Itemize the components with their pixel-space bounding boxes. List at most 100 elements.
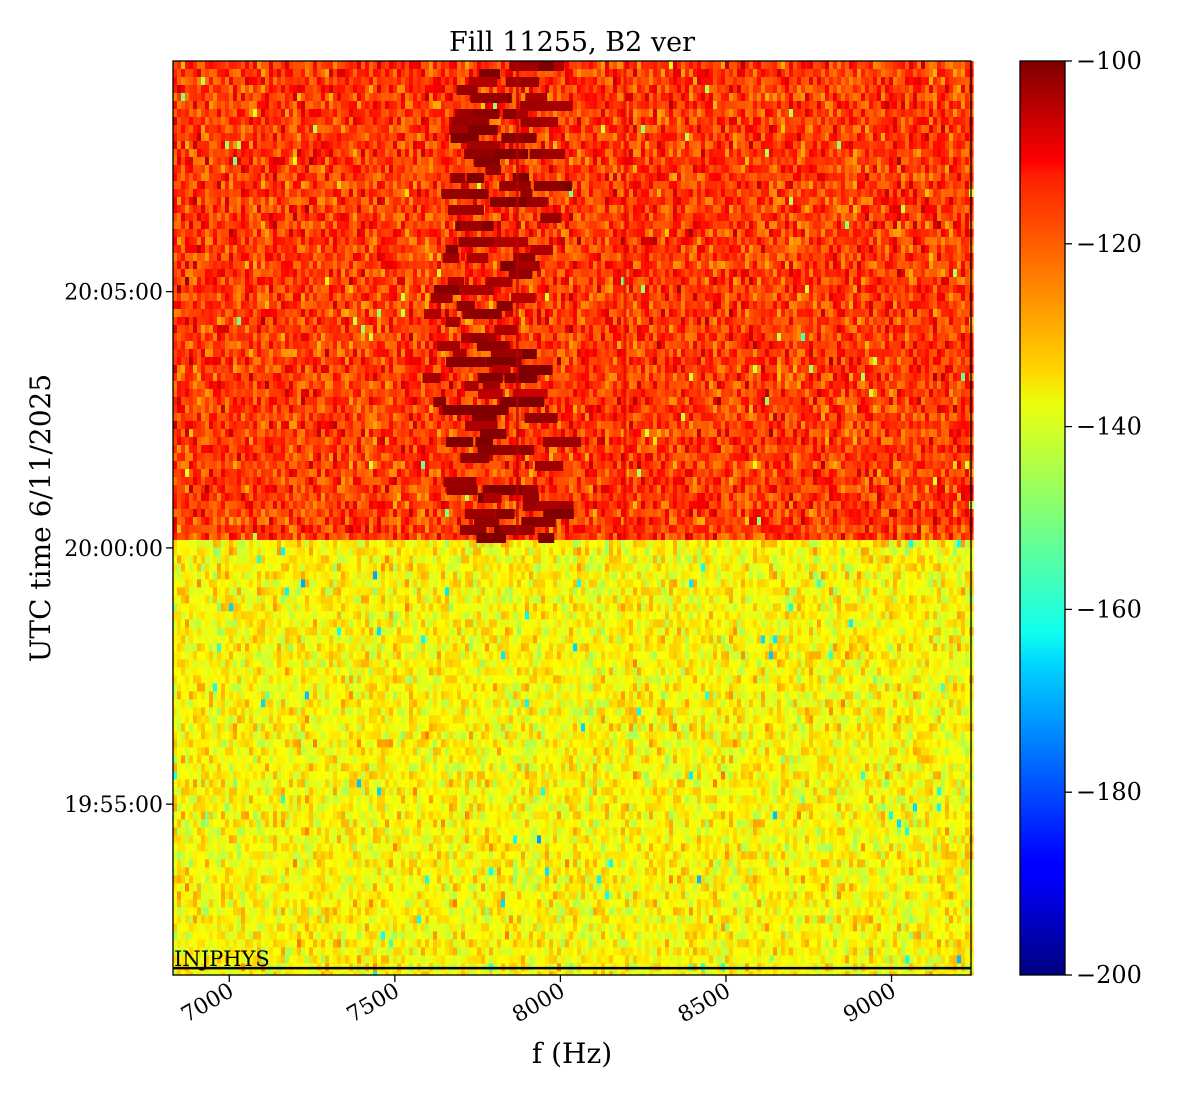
heatmap-cell (353, 675, 358, 684)
heatmap-cell (745, 539, 750, 548)
heatmap-cell (821, 651, 826, 660)
heatmap-cell (509, 595, 514, 604)
heatmap-cell (353, 667, 358, 676)
heatmap-cell (777, 651, 782, 660)
heatmap-cell (805, 627, 810, 636)
heatmap-cell (393, 715, 398, 724)
heatmap-cell (261, 667, 266, 676)
heatmap-cell (513, 587, 518, 596)
heatmap-cell (713, 611, 718, 620)
heatmap-cell (645, 555, 650, 564)
heatmap-cell (225, 635, 230, 644)
heatmap-cell (213, 707, 218, 716)
heatmap-cell (913, 675, 918, 684)
heatmap-cell (757, 651, 762, 660)
heatmap-cell (609, 627, 614, 636)
heatmap-cell (881, 731, 886, 740)
heatmap-cell (245, 683, 250, 692)
heatmap-cell (325, 683, 330, 692)
heatmap-cell (881, 611, 886, 620)
heatmap-cell (441, 643, 446, 652)
heatmap-cell (577, 611, 582, 620)
heatmap-cell (213, 571, 218, 580)
heatmap-cell (233, 723, 238, 732)
heatmap-cell (213, 667, 218, 676)
heatmap-cell (417, 603, 422, 612)
heatmap-cell (261, 611, 266, 620)
heatmap-cell (737, 683, 742, 692)
heatmap-cell (425, 563, 430, 572)
heatmap-cell (637, 643, 642, 652)
heatmap-cell (801, 611, 806, 620)
heatmap-cell (629, 547, 634, 556)
heatmap-cell (625, 547, 630, 556)
heatmap-cell (721, 667, 726, 676)
heatmap-cell (593, 667, 598, 676)
heatmap-cell (585, 683, 590, 692)
heatmap-cell (597, 731, 602, 740)
heatmap-cell (365, 547, 370, 556)
heatmap-cell (549, 731, 554, 740)
heatmap-cell (285, 547, 290, 556)
heatmap-cell (441, 691, 446, 700)
heatmap-cell (721, 611, 726, 620)
heatmap-cell (857, 547, 862, 556)
heatmap-cell (701, 547, 706, 556)
heatmap-cell (273, 731, 278, 740)
heatmap-cell (949, 595, 954, 604)
heatmap-cell (405, 667, 410, 676)
heatmap-cell (589, 691, 594, 700)
heatmap-cell (893, 683, 898, 692)
heatmap-cell (921, 715, 926, 724)
heatmap-cell (881, 699, 886, 708)
heatmap-cell (349, 635, 354, 644)
heatmap-cell (509, 611, 514, 620)
heatmap-cell (821, 627, 826, 636)
heatmap-cell (413, 683, 418, 692)
heatmap-cell (333, 555, 338, 564)
heatmap-cell (477, 715, 482, 724)
heatmap-cell (713, 603, 718, 612)
heatmap-cell (701, 707, 706, 716)
heatmap-cell (513, 731, 518, 740)
heatmap-cell (421, 659, 426, 668)
heatmap-cell (457, 699, 462, 708)
heatmap-cell (741, 547, 746, 556)
heatmap-cell (601, 579, 606, 588)
heatmap-cell (729, 691, 734, 700)
heatmap-cell (617, 571, 622, 580)
heatmap-cell (641, 659, 646, 668)
heatmap-cell (809, 651, 814, 660)
heatmap-cell (621, 611, 626, 620)
heatmap-cell (613, 683, 618, 692)
heatmap-cell (261, 723, 266, 732)
heatmap-cell (349, 539, 354, 548)
heatmap-cell (425, 723, 430, 732)
heatmap-cell (945, 539, 950, 548)
heatmap-cell (393, 683, 398, 692)
heatmap-cell (193, 667, 198, 676)
heatmap-cell (237, 659, 242, 668)
heatmap-cell (605, 707, 610, 716)
heatmap-cell (861, 587, 866, 596)
heatmap-cell (245, 635, 250, 644)
heatmap-cell (433, 563, 438, 572)
heatmap-cell (289, 651, 294, 660)
heatmap-cell (485, 571, 490, 580)
heatmap-cell (625, 563, 630, 572)
heatmap-cell (741, 667, 746, 676)
heatmap-cell (677, 651, 682, 660)
heatmap-cell (785, 635, 790, 644)
heatmap-cell (505, 731, 510, 740)
heatmap-cell (417, 707, 422, 716)
heatmap-cell (225, 611, 230, 620)
heatmap-cell (709, 571, 714, 580)
heatmap-cell (797, 547, 802, 556)
heatmap-cell (185, 579, 190, 588)
heatmap-cell (185, 611, 190, 620)
heatmap-cell (685, 563, 690, 572)
heatmap-cell (477, 659, 482, 668)
heatmap-cell (261, 659, 266, 668)
heatmap-cell (505, 539, 510, 548)
heatmap-cell (365, 579, 370, 588)
